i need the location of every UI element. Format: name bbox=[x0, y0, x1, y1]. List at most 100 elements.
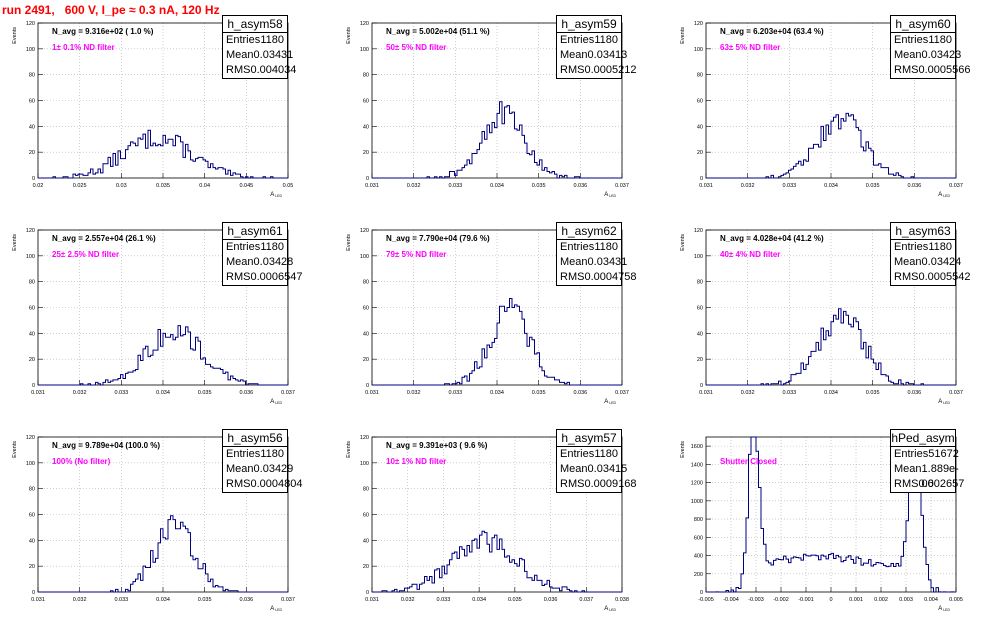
stats-row-mean: Mean 0.03424 bbox=[891, 255, 961, 270]
stats-key: Mean bbox=[226, 463, 254, 475]
x-tick-label: 0.037 bbox=[949, 390, 963, 396]
x-tick-label: 0.035 bbox=[508, 597, 522, 603]
y-tick-label: 60 bbox=[697, 99, 703, 105]
x-axis-label: A LED bbox=[938, 192, 950, 198]
stats-row-entries: Entries 1180 bbox=[557, 240, 621, 255]
x-tick-label: -0.005 bbox=[698, 597, 714, 603]
stats-title: h_asym61 bbox=[223, 223, 287, 240]
stats-title: h_asym59 bbox=[557, 16, 621, 33]
x-tick-label: 0.04 bbox=[199, 183, 210, 189]
stats-row-rms: RMS 0.0005542 bbox=[891, 270, 970, 285]
x-tick-label: 0.05 bbox=[283, 183, 294, 189]
x-tick-label: -0.004 bbox=[723, 597, 739, 603]
stats-key: Mean bbox=[894, 256, 922, 268]
histogram-line bbox=[372, 297, 622, 386]
stats-key: Entries bbox=[560, 448, 595, 460]
x-axis-label: A LED bbox=[604, 606, 616, 612]
x-tick-label: 0.032 bbox=[73, 390, 87, 396]
x-tick-label: 0.035 bbox=[866, 183, 880, 189]
stats-value: 0.03428 bbox=[253, 256, 294, 268]
stats-key: Entries bbox=[226, 448, 261, 460]
stats-value: 0.004034 bbox=[250, 64, 297, 76]
stats-key: Entries bbox=[226, 34, 261, 46]
x-tick-label: 0.032 bbox=[741, 390, 755, 396]
y-tick-label: 20 bbox=[363, 357, 369, 363]
stats-box-h_asym59: h_asym59 Entries 1180 Mean 0.03413 RMS 0.00052… bbox=[556, 15, 636, 79]
x-tick-label: 0.036 bbox=[239, 390, 253, 396]
histogram-line bbox=[38, 325, 288, 386]
page-title: run 2491, 600 V, I_pe ≈ 0.3 nA, 120 Hz bbox=[2, 3, 220, 17]
navg-label: N_avg = 7.790e+04 (79.6 %) bbox=[386, 234, 490, 243]
y-tick-label: 100 bbox=[694, 47, 703, 53]
x-tick-label: 0.037 bbox=[615, 390, 629, 396]
stats-value: 0.03424 bbox=[921, 256, 962, 268]
stats-row-entries: Entries 1180 bbox=[223, 240, 287, 255]
y-tick-label: 80 bbox=[363, 280, 369, 286]
y-tick-label: 120 bbox=[26, 435, 35, 441]
stats-box-h_asym60: h_asym60 Entries 1180 Mean 0.03423 RMS 0.00055… bbox=[890, 15, 970, 79]
y-tick-label: 200 bbox=[694, 572, 703, 578]
panel-h_asym56: 0.031 0.032 0.033 0.034 0.035 0.036 0.037 0 20 40… bbox=[12, 435, 295, 612]
x-tick-label: 0.033 bbox=[448, 183, 462, 189]
stats-key: RMS bbox=[226, 64, 251, 76]
y-tick-label: 100 bbox=[26, 254, 35, 260]
stats-key: Mean bbox=[226, 49, 254, 61]
x-tick-label: 0.001 bbox=[849, 597, 863, 603]
y-tick-label: 0 bbox=[32, 176, 35, 182]
y-tick-label: 1400 bbox=[691, 462, 703, 468]
stats-value: 1180 bbox=[928, 241, 952, 253]
x-tick-label: -0.002 bbox=[773, 597, 789, 603]
filter-label: Shutter Closed bbox=[720, 457, 777, 466]
x-tick-label: 0.031 bbox=[31, 390, 45, 396]
y-tick-label: 120 bbox=[360, 21, 369, 27]
y-tick-label: 400 bbox=[694, 554, 703, 560]
stats-key: RMS bbox=[894, 478, 919, 490]
filter-label: 25± 2.5% ND filter bbox=[52, 250, 119, 259]
y-tick-label: 20 bbox=[363, 564, 369, 570]
filter-label: 10± 1% ND filter bbox=[386, 457, 446, 466]
x-axis-label: A LED bbox=[938, 399, 950, 405]
x-tick-label: 0.031 bbox=[699, 183, 713, 189]
x-tick-label: 0.037 bbox=[615, 183, 629, 189]
x-tick-label: 0.005 bbox=[949, 597, 963, 603]
x-tick-label: 0.033 bbox=[114, 597, 128, 603]
y-tick-label: 600 bbox=[694, 535, 703, 541]
stats-row-rms: RMS 0.0009168 bbox=[557, 477, 636, 492]
x-tick-label: 0.032 bbox=[741, 183, 755, 189]
x-tick-label: -0.003 bbox=[748, 597, 764, 603]
y-tick-label: 20 bbox=[363, 150, 369, 156]
y-tick-label: 0 bbox=[366, 590, 369, 596]
stats-value: 0.03423 bbox=[921, 49, 962, 61]
navg-label: N_avg = 2.557e+04 (26.1 %) bbox=[52, 234, 156, 243]
stats-box-h_asym61: h_asym61 Entries 1180 Mean 0.03428 RMS 0.00065… bbox=[222, 222, 302, 286]
x-axis-label: A LED bbox=[604, 192, 616, 198]
filter-label: 79± 5% ND filter bbox=[386, 250, 446, 259]
y-axis-label: Events bbox=[680, 234, 686, 251]
y-tick-label: 20 bbox=[29, 564, 35, 570]
y-tick-label: 20 bbox=[697, 357, 703, 363]
stats-key: Mean bbox=[560, 256, 588, 268]
stats-row-rms: RMS 0.0004758 bbox=[557, 270, 636, 285]
stats-key: Mean bbox=[560, 463, 588, 475]
y-axis-label: Events bbox=[12, 27, 18, 44]
y-tick-label: 80 bbox=[29, 487, 35, 493]
stats-title: hPed_asym bbox=[891, 431, 955, 447]
y-tick-label: 1200 bbox=[691, 481, 703, 487]
y-tick-label: 20 bbox=[29, 150, 35, 156]
y-axis-label: Events bbox=[346, 441, 352, 458]
stats-row-rms: RMS 0.0004804 bbox=[223, 477, 302, 492]
x-tick-label: 0.031 bbox=[365, 597, 379, 603]
stats-row-rms: RMS 0.0005566 bbox=[891, 63, 970, 78]
stats-value: 1180 bbox=[928, 34, 952, 46]
stats-row-mean: Mean 0.03431 bbox=[557, 255, 627, 270]
panel-h_asym57: 0.031 0.032 0.033 0.034 0.035 0.036 0.037 0.038… bbox=[346, 435, 629, 612]
stats-row-rms: RMS 0.002657 bbox=[891, 477, 964, 492]
x-tick-label: 0.033 bbox=[782, 390, 796, 396]
y-tick-label: 80 bbox=[29, 73, 35, 79]
navg-label: N_avg = 9.391e+03 ( 9.6 %) bbox=[386, 441, 488, 450]
stats-row-mean: Mean 0.03431 bbox=[223, 48, 293, 63]
x-tick-label: 0.032 bbox=[407, 390, 421, 396]
x-tick-label: 0.036 bbox=[573, 183, 587, 189]
stats-row-entries: Entries 1180 bbox=[223, 447, 287, 462]
